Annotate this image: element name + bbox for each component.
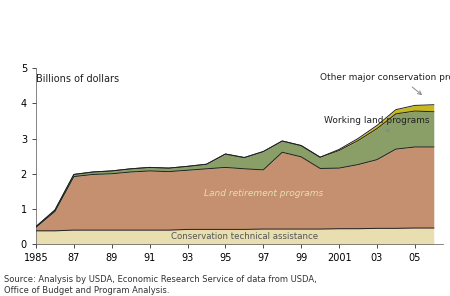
Text: Other major conservation programs: Other major conservation programs	[320, 73, 450, 94]
Text: Source: Analysis by USDA, Economic Research Service of data from USDA,
Office of: Source: Analysis by USDA, Economic Resea…	[4, 275, 317, 295]
Text: Conservation technical assistance: Conservation technical assistance	[171, 232, 318, 241]
Text: Working land programs: Working land programs	[324, 116, 429, 132]
Text: Land retirement programs: Land retirement programs	[204, 189, 323, 198]
Text: The 2002 Farm Act authorized substantially increased conservation
funding, parti: The 2002 Farm Act authorized substantial…	[7, 17, 443, 41]
Text: Billions of dollars: Billions of dollars	[36, 74, 119, 84]
